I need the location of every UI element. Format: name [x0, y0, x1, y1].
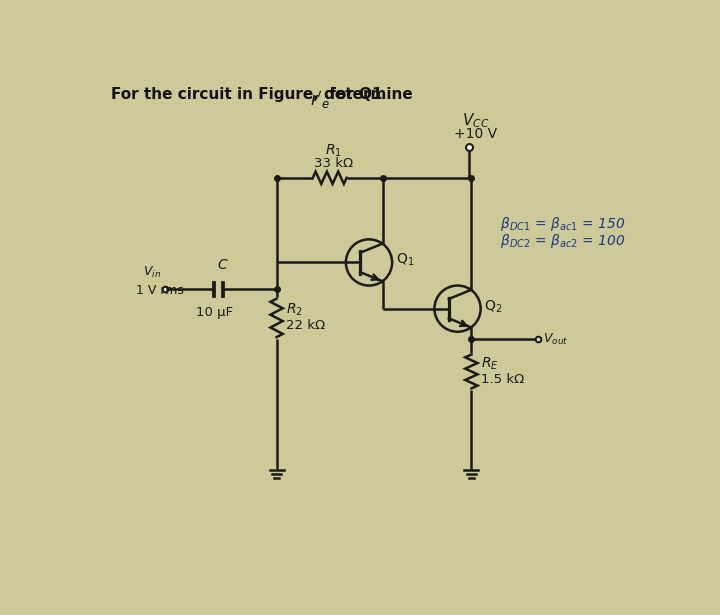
Text: R$_2$: R$_2$	[286, 302, 303, 319]
Text: R$_E$: R$_E$	[481, 355, 498, 372]
Text: Q$_1$: Q$_1$	[396, 252, 414, 268]
Text: 1.5 kΩ: 1.5 kΩ	[481, 373, 524, 386]
Text: β$_{DC2}$ = β$_{ac2}$ = 100: β$_{DC2}$ = β$_{ac2}$ = 100	[500, 232, 625, 250]
Text: V$_{CC}$: V$_{CC}$	[462, 111, 489, 130]
Text: C: C	[217, 258, 227, 272]
Text: R$_1$: R$_1$	[325, 143, 342, 159]
Text: V$_{in}$: V$_{in}$	[143, 265, 161, 280]
Text: 1 V rms: 1 V rms	[135, 285, 184, 298]
Text: V$_{out}$: V$_{out}$	[543, 331, 568, 347]
Text: 22 kΩ: 22 kΩ	[286, 319, 325, 332]
Text: 33 kΩ: 33 kΩ	[314, 157, 353, 170]
Text: For the circuit in Figure, determine: For the circuit in Figure, determine	[111, 87, 418, 102]
Text: for Q1: for Q1	[324, 87, 383, 102]
Text: Q$_2$: Q$_2$	[485, 298, 503, 314]
Text: $r'_e$: $r'_e$	[310, 89, 330, 111]
Text: +10 V: +10 V	[454, 127, 497, 141]
Text: β$_{DC1}$ = β$_{ac1}$ = 150: β$_{DC1}$ = β$_{ac1}$ = 150	[500, 215, 625, 233]
Text: 10 μF: 10 μF	[197, 306, 233, 319]
